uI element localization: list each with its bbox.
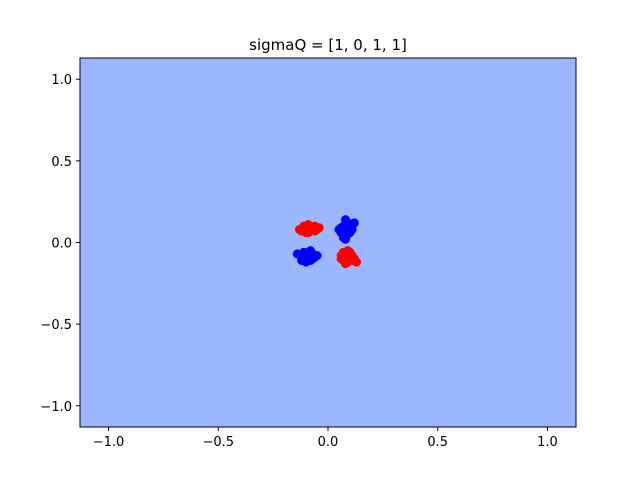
x-tick-label: 1.0 bbox=[537, 435, 558, 450]
data-point bbox=[352, 257, 362, 267]
data-point bbox=[314, 223, 324, 233]
x-tick-label: 0.5 bbox=[427, 435, 448, 450]
data-points bbox=[292, 215, 362, 269]
x-axis: −1.0 −0.5 0.0 0.5 1.0 bbox=[93, 427, 558, 450]
chart-title: sigmaQ = [1, 0, 1, 1] bbox=[249, 36, 407, 54]
data-point bbox=[303, 228, 313, 238]
data-point bbox=[347, 251, 357, 261]
data-point bbox=[305, 246, 315, 256]
x-tick-label: −0.5 bbox=[202, 435, 234, 450]
plot-area bbox=[80, 58, 576, 427]
data-point bbox=[343, 218, 353, 228]
y-tick-label: 0.5 bbox=[51, 155, 72, 170]
data-point bbox=[299, 251, 309, 261]
data-point bbox=[308, 254, 318, 264]
y-tick-label: −0.5 bbox=[40, 318, 72, 333]
x-tick-label: −1.0 bbox=[93, 435, 125, 450]
data-point bbox=[336, 223, 346, 233]
y-tick-label: 1.0 bbox=[51, 73, 72, 88]
data-point bbox=[336, 254, 346, 264]
data-point bbox=[341, 234, 351, 244]
y-tick-label: −1.0 bbox=[40, 400, 72, 415]
data-point bbox=[345, 228, 355, 238]
y-tick-label: 0.0 bbox=[51, 237, 72, 252]
x-tick-label: 0.0 bbox=[318, 435, 339, 450]
y-axis: −1.0 −0.5 0.0 0.5 1.0 bbox=[40, 73, 80, 415]
data-point bbox=[349, 218, 359, 228]
